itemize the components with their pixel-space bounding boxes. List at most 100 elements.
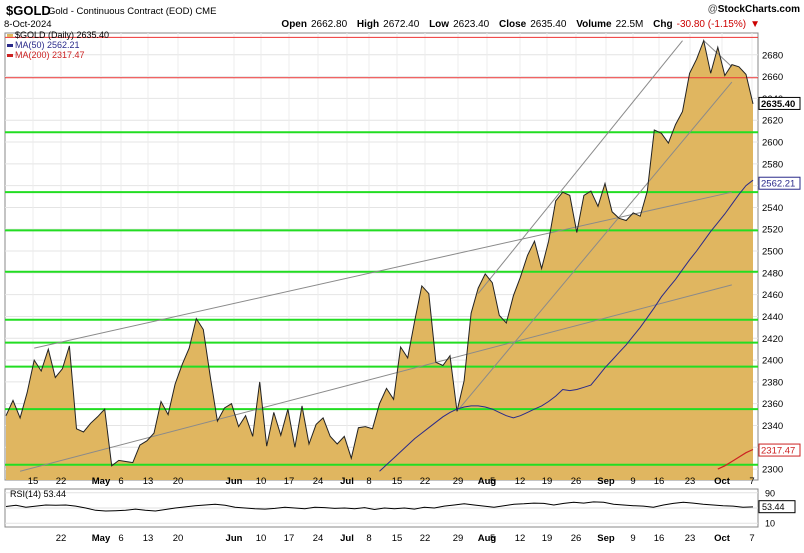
y-tick-label-2520: 2520 (762, 225, 783, 236)
series-lines-layer (5, 38, 754, 472)
ma200-line (717, 448, 754, 470)
rsi-x-label-10: Jul (340, 533, 354, 544)
low-label: Low (429, 19, 450, 30)
change-label: Chg (653, 19, 673, 30)
x-tick-label-0: 15 (28, 476, 39, 487)
change-value: -30.80 (-1.15%) (676, 19, 747, 30)
rsi-x-label-16: 12 (515, 533, 526, 544)
rsi-x-label-5: 5 (490, 533, 495, 544)
ma50-line (379, 179, 754, 472)
x-tick-label-19: Sep (597, 476, 615, 487)
x-tick-label-22: 23 (685, 476, 696, 487)
rsi-x-label-22: 23 (685, 533, 696, 544)
x-tick-label-12: 15 (392, 476, 403, 487)
low-value: 2623.40 (453, 19, 490, 30)
y-tick-label-2440: 2440 (762, 312, 783, 323)
change-down-icon: ▼ (750, 19, 760, 30)
chart-date: 8-Oct-2024 (4, 19, 52, 30)
y-tick-label-2540: 2540 (762, 203, 783, 214)
rsi-x-label-24: 7 (749, 533, 754, 544)
watermark-prefix: @ (707, 4, 718, 15)
x-tick-label-5: 20 (173, 476, 184, 487)
value-tag-2: 2317.47 (761, 446, 795, 457)
rsi-value-tag: 53.44 (762, 502, 785, 512)
y-tick-label-2480: 2480 (762, 268, 783, 279)
trendline-2 (19, 284, 732, 472)
instrument-description: Gold - Continuous Contract (EOD) CME (48, 6, 216, 17)
value-tag-box-1 (758, 176, 801, 190)
y-axis-layer: 2300232023402360238024002420244024602480… (758, 50, 801, 476)
x-tick-label-9: 24 (313, 476, 324, 487)
y-tick-label-2680: 2680 (762, 50, 783, 61)
rsi-x-label-20: 9 (630, 533, 635, 544)
trendline-3 (456, 81, 733, 412)
rsi-x-label-12: 15 (392, 533, 403, 544)
x-tick-label-1: 22 (56, 476, 67, 487)
symbol-label: $GOLD (6, 3, 51, 18)
exchange-text: CME (195, 6, 217, 17)
chart-header: $GOLD Gold - Continuous Contract (EOD) C… (0, 0, 804, 32)
close-value: 2635.40 (530, 19, 567, 30)
value-tag-box-2 (758, 443, 801, 457)
x-tick-label-24: 7 (749, 476, 754, 487)
rsi-tick-10: 10 (765, 519, 775, 529)
rsi-x-label-7: 10 (256, 533, 267, 544)
open-label: Open (281, 19, 307, 30)
legend-label-1: MA(50) 2562.21 (15, 40, 80, 50)
x-tick-label-20: 9 (630, 476, 635, 487)
rsi-x-label-2: May (92, 533, 111, 544)
x-tick-label-7: 10 (256, 476, 267, 487)
y-tick-label-2660: 2660 (762, 72, 783, 83)
rsi-x-label-21: 16 (654, 533, 665, 544)
x-tick-label-2: May (92, 476, 111, 487)
close-label: Close (499, 19, 527, 30)
y-tick-label-2460: 2460 (762, 290, 783, 301)
x-tick-label-11: 8 (366, 476, 371, 487)
value-tag-0: 2635.40 (761, 99, 795, 110)
y-tick-label-2360: 2360 (762, 399, 783, 410)
rsi-x-label-8: 17 (284, 533, 295, 544)
value-tag-1: 2562.21 (761, 179, 795, 190)
y-tick-label-2500: 2500 (762, 247, 783, 258)
rsi-x-label-9: 24 (313, 533, 324, 544)
horizontal-levels-layer (5, 36, 758, 466)
x-tick-label-23: Oct (714, 476, 731, 487)
legend-label-2: MA(200) 2317.47 (15, 50, 85, 60)
x-tick-label-5: 5 (490, 476, 495, 487)
rsi-x-label-11: 8 (366, 533, 371, 544)
rsi-x-label-14: 29 (453, 533, 464, 544)
rsi-tick-90: 90 (765, 488, 775, 498)
high-label: High (356, 19, 380, 30)
y-tick-label-2420: 2420 (762, 334, 783, 345)
watermark-text: StockCharts.com (717, 4, 800, 15)
legend-label-0: $GOLD (Daily) 2635.40 (15, 30, 109, 40)
rsi-x-label-13: 22 (420, 533, 431, 544)
legend-swatch-0 (7, 34, 13, 37)
rsi-x-label-5: 20 (173, 533, 184, 544)
rsi-x-label-18: 26 (571, 533, 582, 544)
x-tick-label-8: 17 (284, 476, 295, 487)
x-tick-label-15: Aug (478, 476, 497, 487)
x-tick-label-6: Jun (226, 476, 243, 487)
y-tick-label-2600: 2600 (762, 138, 783, 149)
volume-value: 22.5M (615, 19, 644, 30)
y-tick-label-2340: 2340 (762, 421, 783, 432)
ohlc-readout: Open 2662.80 High 2672.40 Low 2623.40 Close… (274, 19, 760, 30)
x-tick-label-4: 13 (143, 476, 154, 487)
trendline-1 (34, 191, 732, 349)
rsi-value-box (758, 500, 796, 514)
y-tick-label-2580: 2580 (762, 159, 783, 170)
y-tick-label-2380: 2380 (762, 377, 783, 388)
legend-swatch-2 (7, 54, 13, 57)
price-area (6, 40, 753, 480)
open-value: 2662.80 (310, 19, 348, 30)
x-tick-label-18: 26 (571, 476, 582, 487)
x-tick-label-14: 29 (453, 476, 464, 487)
value-tag-box-0 (758, 96, 801, 110)
rsi-x-label-19: Sep (597, 533, 615, 544)
price-line (5, 38, 754, 467)
high-value: 2672.40 (383, 19, 420, 30)
y-tick-label-2300: 2300 (762, 465, 783, 476)
